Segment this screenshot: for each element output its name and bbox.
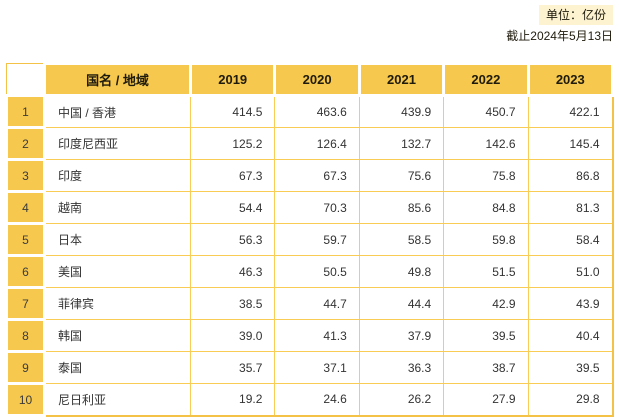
country-cell: 印度 xyxy=(44,159,191,192)
value-cell: 450.7 xyxy=(443,95,529,128)
value-cell: 41.3 xyxy=(274,319,360,352)
column-header-2023: 2023 xyxy=(526,62,615,97)
value-cell: 422.1 xyxy=(527,95,614,128)
table-row: 9 泰国 35.7 37.1 36.3 38.7 39.5 xyxy=(5,350,614,385)
table-row: 6 美国 46.3 50.5 49.8 51.5 51.0 xyxy=(5,254,614,289)
unit-label: 单位：亿份 xyxy=(538,5,613,25)
rank-cell: 6 xyxy=(5,254,46,289)
table-row: 10 尼日利亚 19.2 24.6 26.2 27.9 29.8 xyxy=(5,382,614,417)
value-cell: 145.4 xyxy=(527,127,614,160)
value-cell: 54.4 xyxy=(189,191,276,224)
value-cell: 46.3 xyxy=(189,255,276,288)
rank-cell: 4 xyxy=(5,190,46,225)
value-cell: 126.4 xyxy=(274,127,360,160)
value-cell: 67.3 xyxy=(189,159,276,192)
column-header-2021: 2021 xyxy=(357,62,446,97)
value-cell: 27.9 xyxy=(443,383,529,417)
value-cell: 38.5 xyxy=(189,287,276,320)
country-cell: 韩国 xyxy=(44,319,191,352)
value-cell: 59.8 xyxy=(443,223,529,256)
data-table: 国名 / 地域 2019 2020 2021 2022 2023 1 中国 / 香… xyxy=(5,62,615,417)
country-cell: 中国 / 香港 xyxy=(44,95,191,128)
table-row: 1 中国 / 香港 414.5 463.6 439.9 450.7 422.1 xyxy=(5,94,614,129)
table-row: 8 韩国 39.0 41.3 37.9 39.5 40.4 xyxy=(5,318,614,353)
table-row: 4 越南 54.4 70.3 85.6 84.8 81.3 xyxy=(5,190,614,225)
column-header-2022: 2022 xyxy=(442,62,530,97)
value-cell: 70.3 xyxy=(274,191,360,224)
value-cell: 40.4 xyxy=(527,319,614,352)
value-cell: 85.6 xyxy=(358,191,445,224)
value-cell: 75.8 xyxy=(443,159,529,192)
value-cell: 58.5 xyxy=(358,223,445,256)
value-cell: 414.5 xyxy=(189,95,276,128)
rank-cell: 8 xyxy=(5,318,46,353)
value-cell: 125.2 xyxy=(189,127,276,160)
country-cell: 越南 xyxy=(44,191,191,224)
value-cell: 37.9 xyxy=(358,319,445,352)
value-cell: 39.5 xyxy=(527,351,614,384)
value-cell: 86.8 xyxy=(527,159,614,192)
column-header-country: 国名 / 地域 xyxy=(43,62,192,97)
column-header-2019: 2019 xyxy=(188,62,277,97)
table-row: 2 印度尼西亚 125.2 126.4 132.7 142.6 145.4 xyxy=(5,126,614,161)
value-cell: 84.8 xyxy=(443,191,529,224)
value-cell: 43.9 xyxy=(527,287,614,320)
value-cell: 37.1 xyxy=(274,351,360,384)
value-cell: 51.0 xyxy=(527,255,614,288)
rank-cell: 2 xyxy=(5,126,46,161)
value-cell: 51.5 xyxy=(443,255,529,288)
country-cell: 日本 xyxy=(44,223,191,256)
value-cell: 463.6 xyxy=(274,95,360,128)
table-row: 3 印度 67.3 67.3 75.6 75.8 86.8 xyxy=(5,158,614,193)
corner-cell xyxy=(6,63,46,97)
value-cell: 58.4 xyxy=(527,223,614,256)
value-cell: 39.0 xyxy=(189,319,276,352)
rank-cell: 1 xyxy=(5,94,46,129)
value-cell: 38.7 xyxy=(443,351,529,384)
country-cell: 菲律宾 xyxy=(44,287,191,320)
rank-cell: 7 xyxy=(5,286,46,321)
rank-cell: 9 xyxy=(5,350,46,385)
as-of-date: 截止2024年5月13日 xyxy=(506,29,613,43)
value-cell: 44.4 xyxy=(358,287,445,320)
country-cell: 泰国 xyxy=(44,351,191,384)
rank-cell: 5 xyxy=(5,222,46,257)
header-row: 国名 / 地域 2019 2020 2021 2022 2023 xyxy=(6,62,615,97)
value-cell: 44.7 xyxy=(274,287,360,320)
table-row: 5 日本 56.3 59.7 58.5 59.8 58.4 xyxy=(5,222,614,257)
value-cell: 75.6 xyxy=(358,159,445,192)
value-cell: 56.3 xyxy=(189,223,276,256)
value-cell: 81.3 xyxy=(527,191,614,224)
value-cell: 142.6 xyxy=(443,127,529,160)
country-cell: 美国 xyxy=(44,255,191,288)
value-cell: 67.3 xyxy=(274,159,360,192)
value-cell: 49.8 xyxy=(358,255,445,288)
value-cell: 19.2 xyxy=(189,383,276,417)
value-cell: 39.5 xyxy=(443,319,529,352)
table-row: 7 菲律宾 38.5 44.7 44.4 42.9 43.9 xyxy=(5,286,614,321)
value-cell: 35.7 xyxy=(189,351,276,384)
value-cell: 132.7 xyxy=(358,127,445,160)
value-cell: 59.7 xyxy=(274,223,360,256)
value-cell: 36.3 xyxy=(358,351,445,384)
value-cell: 26.2 xyxy=(358,383,445,417)
country-year-table: 国名 / 地域 2019 2020 2021 2022 2023 1 中国 / 香… xyxy=(5,62,615,417)
value-cell: 42.9 xyxy=(443,287,529,320)
value-cell: 29.8 xyxy=(527,383,614,417)
country-cell: 尼日利亚 xyxy=(44,383,191,417)
country-cell: 印度尼西亚 xyxy=(44,127,191,160)
column-header-2020: 2020 xyxy=(273,62,361,97)
rank-cell: 10 xyxy=(5,382,46,417)
value-cell: 439.9 xyxy=(358,95,445,128)
value-cell: 50.5 xyxy=(274,255,360,288)
value-cell: 24.6 xyxy=(274,383,360,417)
rank-cell: 3 xyxy=(5,158,46,193)
